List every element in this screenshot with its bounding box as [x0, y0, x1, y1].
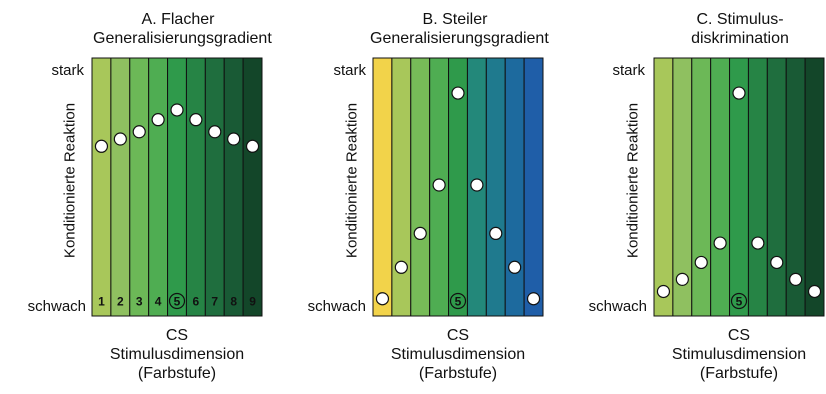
color-stripe-5 [167, 57, 187, 317]
x-label-dimension: Stimulusdimension [109, 346, 245, 363]
x-label-unit: (Farbstufe) [699, 365, 779, 382]
response-point-8 [508, 260, 522, 274]
x-axis-label: CS Stimulusdimension (Farbstufe) [92, 326, 262, 383]
stripe-number-5: 5 [736, 295, 743, 309]
panel-title: A. Flacher Generalisierungsgradient [93, 10, 272, 48]
response-point-9 [526, 292, 541, 306]
x-label-dimension: Stimulusdimension [671, 346, 807, 363]
response-point-3 [694, 255, 708, 270]
x-label-dimension: Stimulusdimension [390, 346, 526, 363]
response-point-6 [751, 236, 765, 250]
color-stripe-3 [129, 57, 150, 317]
response-point-2 [675, 272, 689, 286]
color-stripe-7 [766, 57, 787, 317]
response-point-4 [151, 113, 165, 127]
x-label-cs: CS [165, 327, 189, 344]
response-point-3 [413, 226, 427, 240]
y-label-strong: stark [51, 62, 84, 79]
x-label-cs: CS [727, 327, 751, 344]
x-axis-label: CS Stimulusdimension (Farbstufe) [373, 326, 543, 383]
stripe-number-3: 3 [136, 295, 143, 309]
cs-marker-ring [168, 292, 186, 310]
response-point-7 [770, 255, 784, 270]
stripe-number-7: 7 [211, 295, 218, 309]
color-stripe-1 [653, 57, 674, 317]
response-point-8 [227, 132, 241, 146]
x-label-unit: (Farbstufe) [418, 365, 498, 382]
title-line1: A. Flacher [141, 11, 215, 28]
stripe-number-1: 1 [98, 295, 105, 309]
response-point-5 [451, 86, 465, 100]
response-point-5 [170, 103, 184, 117]
response-point-1 [375, 292, 390, 306]
color-stripe-7 [485, 57, 506, 317]
color-stripe-3 [410, 57, 431, 317]
title-line2: diskrimination [691, 30, 789, 47]
color-stripe-8 [223, 57, 244, 317]
color-stripe-2 [110, 57, 131, 317]
response-point-1 [94, 139, 109, 153]
stripe-number-9: 9 [249, 295, 256, 309]
color-stripe-6 [185, 57, 206, 317]
panel-title: B. Steiler Generalisierungsgradient [370, 10, 549, 48]
gradient-chart: 5 [653, 57, 825, 317]
stripe-number-4: 4 [155, 295, 162, 309]
cs-marker-ring [730, 292, 748, 310]
response-point-9 [245, 139, 260, 153]
panel-title: C. Stimulus- diskrimination [655, 10, 825, 48]
color-stripe-9 [804, 57, 825, 317]
color-stripe-4 [148, 57, 169, 317]
response-point-2 [394, 260, 408, 274]
x-label-cs: CS [446, 327, 470, 344]
y-label-weak: schwach [27, 298, 86, 315]
response-point-4 [432, 178, 446, 192]
color-stripe-4 [710, 57, 731, 317]
response-point-3 [132, 125, 146, 139]
y-label-strong: stark [333, 62, 366, 79]
gradient-chart: 5 [372, 57, 544, 317]
y-axis-label: Konditionierte Reaktion [343, 102, 361, 259]
response-point-6 [189, 113, 203, 127]
color-stripe-2 [391, 57, 412, 317]
x-axis-label: CS Stimulusdimension (Farbstufe) [654, 326, 824, 383]
title-line2: Generalisierungsgradient [370, 30, 549, 47]
response-point-2 [113, 132, 127, 146]
y-axis-label: Konditionierte Reaktion [624, 102, 642, 259]
response-point-6 [470, 178, 484, 192]
x-label-unit: (Farbstufe) [137, 365, 217, 382]
y-axis-label: Konditionierte Reaktion [61, 102, 79, 259]
response-point-8 [789, 272, 803, 286]
response-point-4 [713, 236, 727, 250]
response-point-7 [208, 125, 222, 139]
title-line2: Generalisierungsgradient [93, 30, 272, 47]
stripe-number-8: 8 [230, 295, 237, 309]
y-label-weak: schwach [307, 298, 366, 315]
cs-marker-ring [449, 292, 467, 310]
y-label-weak: schwach [588, 298, 647, 315]
response-point-1 [656, 284, 671, 299]
stripe-number-5: 5 [174, 295, 181, 309]
response-point-7 [489, 226, 503, 240]
color-stripe-7 [204, 57, 225, 317]
color-stripe-1 [91, 57, 112, 317]
color-stripe-9 [523, 57, 544, 317]
response-point-9 [807, 284, 822, 299]
color-stripe-9 [242, 57, 263, 317]
stripe-number-2: 2 [117, 295, 124, 309]
color-stripe-6 [747, 57, 768, 317]
response-point-5 [732, 86, 746, 100]
y-label-strong: stark [612, 62, 645, 79]
color-stripe-3 [691, 57, 712, 317]
title-line1: C. Stimulus- [696, 11, 784, 28]
color-stripe-1 [372, 57, 393, 317]
stripe-number-5: 5 [455, 295, 462, 309]
stripe-number-6: 6 [193, 295, 200, 309]
color-stripe-8 [504, 57, 525, 317]
title-line1: B. Steiler [422, 11, 488, 28]
